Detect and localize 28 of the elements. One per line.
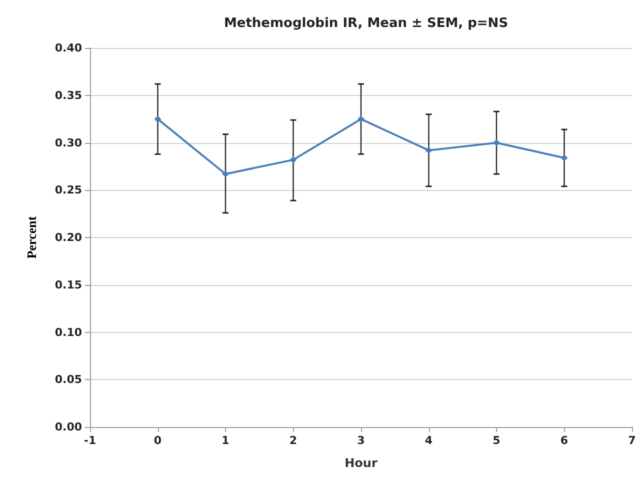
point [493,139,500,146]
x-tick-label: -1 [84,434,96,447]
x-tick-label: 2 [289,434,298,447]
x-axis-title: Hour [344,456,378,470]
x-tick-label: 3 [357,434,365,447]
y-axis-title: Percent [24,216,39,259]
y-tick-label: 0.10 [54,326,82,339]
point [154,116,162,123]
point [358,116,364,123]
y-tick-label: 0.05 [54,373,82,386]
point [560,154,568,162]
y-tick-label: 0.35 [54,88,82,102]
x-tick-label: 1 [222,434,230,447]
x-tick-label: 7 [628,434,636,447]
chart-title: Methemoglobin IR, Mean ± SEM, p=NS [224,16,508,31]
point [425,146,432,154]
point [290,156,297,164]
x-tick-label: 4 [424,434,433,447]
y-tick-label: 0.40 [54,42,82,54]
y-tick-label: 0.00 [54,420,82,434]
y-tick-label: 0.30 [54,136,82,150]
x-tick-label: 6 [560,434,568,447]
x-tick-label: 0 [154,434,162,447]
y-tick-label: 0.15 [54,278,82,292]
y-tick-label: 0.20 [54,231,82,244]
y-tick-label: 0.25 [54,184,82,197]
x-tick-label: 5 [492,434,500,447]
point [222,170,229,178]
